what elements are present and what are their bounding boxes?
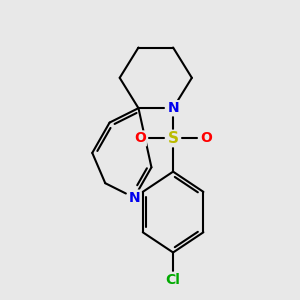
Text: O: O [200, 131, 212, 146]
Text: N: N [128, 190, 140, 205]
Text: Cl: Cl [166, 273, 181, 287]
Text: O: O [134, 131, 146, 146]
Text: N: N [167, 101, 179, 115]
Text: S: S [168, 131, 178, 146]
